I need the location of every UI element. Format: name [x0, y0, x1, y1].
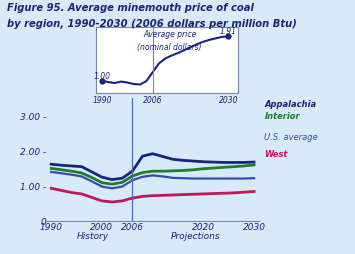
Text: Appalachia: Appalachia — [264, 100, 317, 109]
Text: (nominal dollars): (nominal dollars) — [137, 42, 202, 51]
Text: 1.91: 1.91 — [220, 27, 237, 36]
Text: Projections: Projections — [170, 231, 220, 240]
Text: Interior: Interior — [264, 111, 300, 120]
Text: West: West — [264, 149, 288, 158]
Text: History: History — [77, 231, 109, 240]
Text: by region, 1990-2030 (2006 dollars per million Btu): by region, 1990-2030 (2006 dollars per m… — [7, 19, 297, 29]
Text: 1.00: 1.00 — [94, 72, 111, 81]
Text: Average price: Average price — [143, 30, 196, 39]
Text: U.S. average: U.S. average — [264, 133, 318, 142]
Text: Figure 95. Average minemouth price of coal: Figure 95. Average minemouth price of co… — [7, 3, 254, 12]
